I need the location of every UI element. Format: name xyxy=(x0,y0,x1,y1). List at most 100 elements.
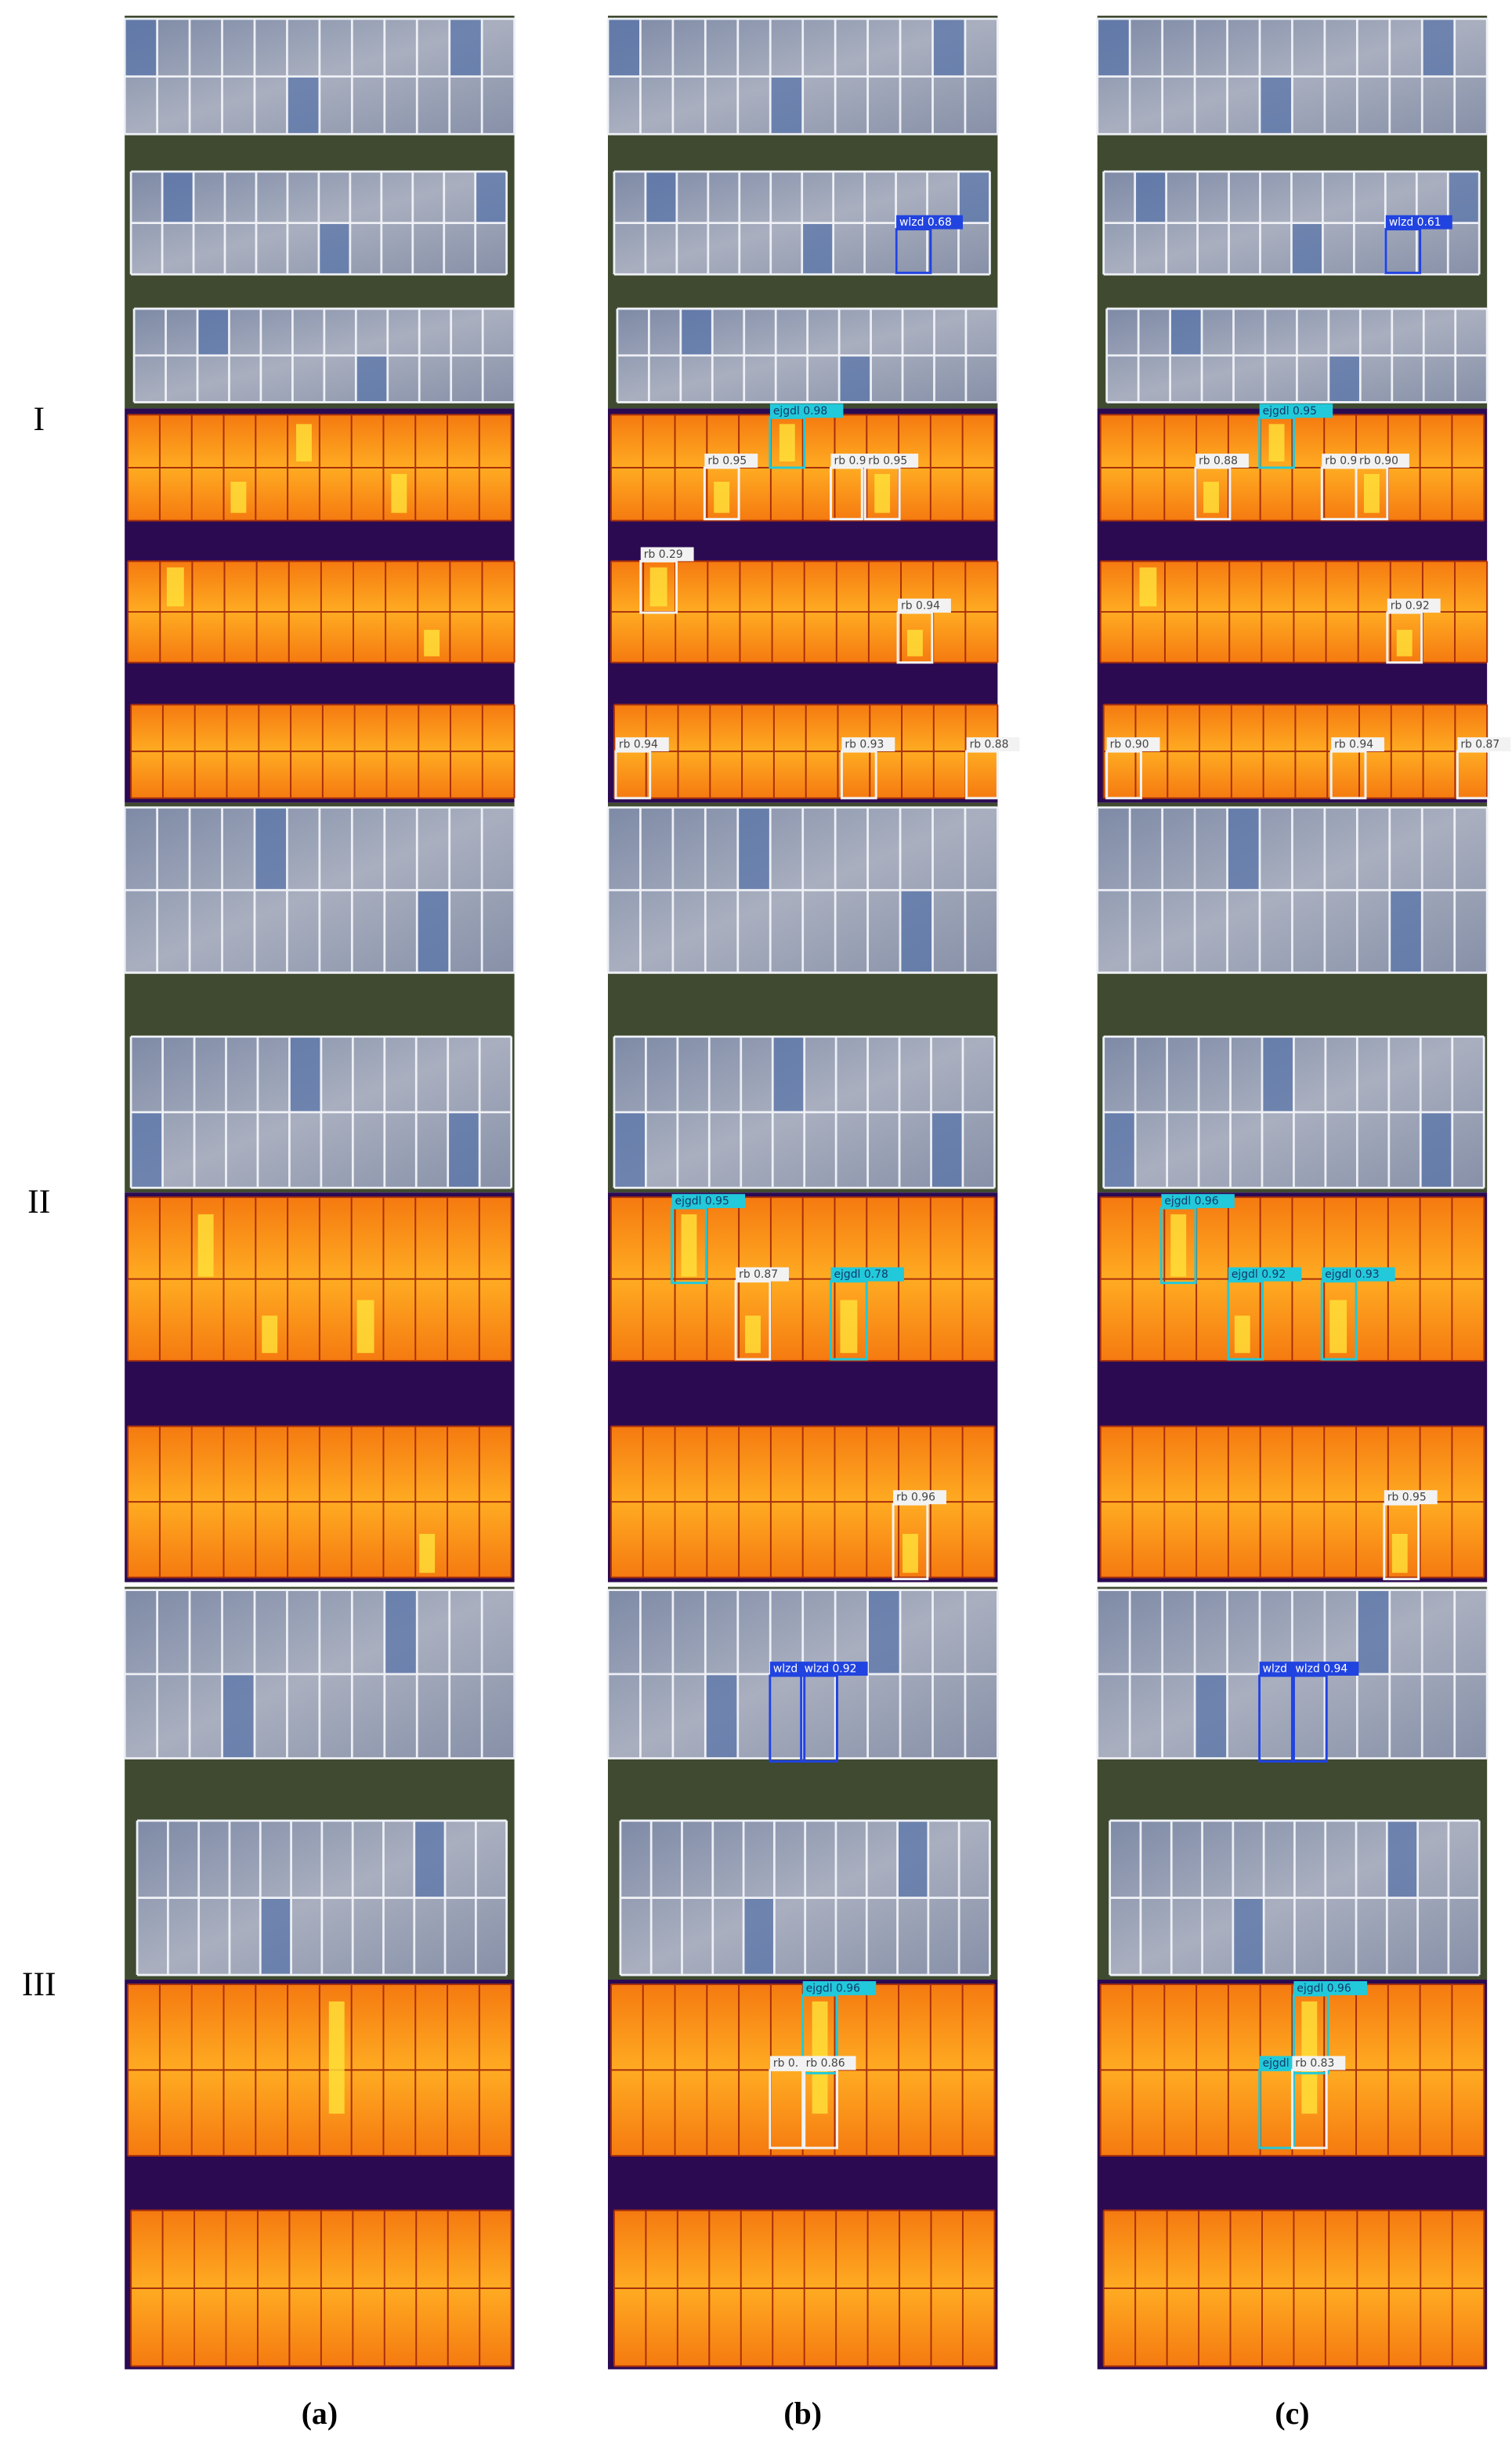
detection-label: rb 0.9 xyxy=(834,454,866,467)
detection-label: ejgdl 0.95 xyxy=(675,1195,729,1208)
hot-spot xyxy=(714,481,730,513)
blue-module xyxy=(1103,1112,1136,1188)
detection-label-bg xyxy=(966,737,1020,752)
detection-label-bg xyxy=(1384,1490,1438,1505)
detection-label: ejgdl 0.78 xyxy=(834,1268,888,1281)
detection-label: rb 0. xyxy=(773,2057,798,2070)
blue-module xyxy=(1227,807,1261,891)
blue-module xyxy=(801,222,834,275)
image-panel xyxy=(1096,16,1488,2370)
detection-label-bg xyxy=(898,599,951,613)
detection-label: rb 0.94 xyxy=(619,739,658,751)
blue-module xyxy=(1134,171,1167,223)
detection-label: rb 0.88 xyxy=(970,739,1009,751)
hot-spot xyxy=(230,481,247,513)
detection-label: rb 0.95 xyxy=(1387,1492,1427,1504)
blue-module xyxy=(449,18,483,77)
blue-module xyxy=(289,1036,321,1112)
detection-label-bg xyxy=(704,454,758,468)
blue-module xyxy=(417,890,450,973)
row-label: I xyxy=(33,400,45,438)
blue-module xyxy=(254,807,288,891)
row-label: II xyxy=(27,1183,50,1221)
blue-module xyxy=(931,1112,963,1188)
blue-module xyxy=(125,18,157,77)
detection-label-bg xyxy=(801,1662,868,1676)
module-grid xyxy=(1105,307,1488,403)
blue-module xyxy=(958,171,990,223)
hot-spot xyxy=(419,1533,436,1573)
blue-module xyxy=(607,18,641,77)
detection-label-bg xyxy=(893,1490,946,1505)
blue-module xyxy=(260,1897,291,1976)
detection-label: rb 0.87 xyxy=(1460,739,1499,751)
column-label: (c) xyxy=(1275,2396,1309,2431)
blue-module xyxy=(839,355,871,403)
hot-spot xyxy=(391,473,407,513)
blue-module xyxy=(287,76,320,135)
detection-label-bg xyxy=(1457,737,1511,752)
hot-spot xyxy=(1139,567,1157,607)
module-grid xyxy=(123,806,515,975)
detection-label: rb 0.94 xyxy=(901,600,940,613)
blue-module xyxy=(318,222,350,275)
hot-spot xyxy=(840,1300,858,1354)
detection-label-bg xyxy=(615,737,669,752)
detection-label: ejgdl 0.96 xyxy=(1297,1982,1351,1995)
detection-label-bg xyxy=(1259,1662,1293,1676)
detection-label-bg xyxy=(1195,454,1249,468)
blue-module xyxy=(131,1112,163,1188)
detection-label-bg xyxy=(1228,1267,1302,1282)
detection-label: wlzd xyxy=(1263,1662,1287,1675)
module-grid xyxy=(127,1196,512,1362)
detection-label: rb 0.86 xyxy=(806,2057,845,2070)
detection-label: ejgdl xyxy=(1263,2057,1290,2070)
blue-module xyxy=(932,18,965,77)
hot-spot xyxy=(1268,424,1285,462)
hot-spot xyxy=(907,629,923,656)
blue-module xyxy=(743,1897,775,1976)
detection-label: rb 0.88 xyxy=(1199,454,1238,467)
detection-label-bg xyxy=(1293,1981,1367,1995)
blue-module xyxy=(770,76,803,135)
detection-label: rb 0.90 xyxy=(1359,454,1398,467)
blue-module xyxy=(222,1674,255,1759)
detection-label: rb 0.94 xyxy=(1334,739,1373,751)
blue-module xyxy=(1420,1112,1452,1188)
module-grid xyxy=(616,307,999,403)
hot-spot xyxy=(356,1300,374,1354)
module-grid xyxy=(613,1035,996,1189)
detection-label: wlzd 0.68 xyxy=(899,216,952,229)
blue-module xyxy=(1291,222,1323,275)
detection-label: ejgdl 0.92 xyxy=(1232,1268,1286,1281)
blue-module xyxy=(772,1036,805,1112)
detection-label: rb 0.96 xyxy=(896,1492,935,1504)
hot-spot xyxy=(1203,481,1219,513)
blue-module xyxy=(1261,1036,1294,1112)
blue-module xyxy=(645,171,677,223)
module-grid xyxy=(132,307,515,403)
blue-module xyxy=(613,1112,646,1188)
module-grid xyxy=(129,1035,513,1189)
hot-spot xyxy=(328,2001,345,2114)
blue-module xyxy=(384,1589,418,1675)
hot-spot xyxy=(166,567,184,607)
blue-module xyxy=(1357,1589,1390,1675)
blue-module xyxy=(1328,355,1361,403)
hot-spot xyxy=(1363,473,1380,513)
module-grid xyxy=(1096,17,1488,136)
module-grid xyxy=(606,17,999,136)
hot-spot xyxy=(902,1533,918,1573)
blue-module xyxy=(900,890,933,973)
hot-spot xyxy=(874,473,891,513)
module-grid xyxy=(127,1983,512,2157)
blue-module xyxy=(1232,1897,1264,1976)
hot-spot xyxy=(197,1214,214,1277)
detection-label-bg xyxy=(841,737,895,752)
detection-label: ejgdl 0.96 xyxy=(806,1982,860,1995)
detection-label-bg xyxy=(671,1194,746,1209)
detection-label: wlzd 0.61 xyxy=(1389,216,1441,229)
module-grid xyxy=(1102,703,1488,799)
blue-module xyxy=(1170,309,1203,356)
